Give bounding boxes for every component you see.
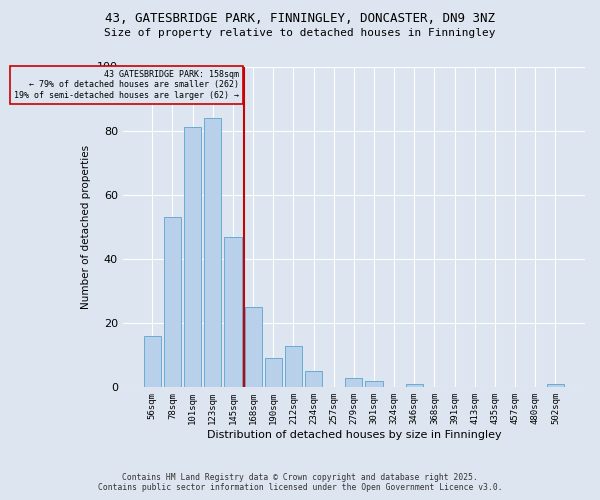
Bar [144,336,161,388]
X-axis label: Distribution of detached houses by size in Finningley: Distribution of detached houses by size … [206,430,501,440]
Text: 43, GATESBRIDGE PARK, FINNINGLEY, DONCASTER, DN9 3NZ: 43, GATESBRIDGE PARK, FINNINGLEY, DONCAS… [105,12,495,26]
Text: 43 GATESBRIDGE PARK: 158sqm
← 79% of detached houses are smaller (262)
19% of se: 43 GATESBRIDGE PARK: 158sqm ← 79% of det… [14,70,239,100]
Bar [406,384,423,388]
Bar [285,346,302,388]
Bar [204,118,221,388]
Bar [547,384,564,388]
Bar [164,218,181,388]
Bar [224,236,242,388]
Bar [265,358,282,388]
Y-axis label: Number of detached properties: Number of detached properties [82,145,91,309]
Text: Size of property relative to detached houses in Finningley: Size of property relative to detached ho… [104,28,496,38]
Bar [346,378,362,388]
Bar [305,372,322,388]
Text: Contains HM Land Registry data © Crown copyright and database right 2025.
Contai: Contains HM Land Registry data © Crown c… [98,473,502,492]
Bar [245,307,262,388]
Bar [365,381,383,388]
Bar [184,128,201,388]
